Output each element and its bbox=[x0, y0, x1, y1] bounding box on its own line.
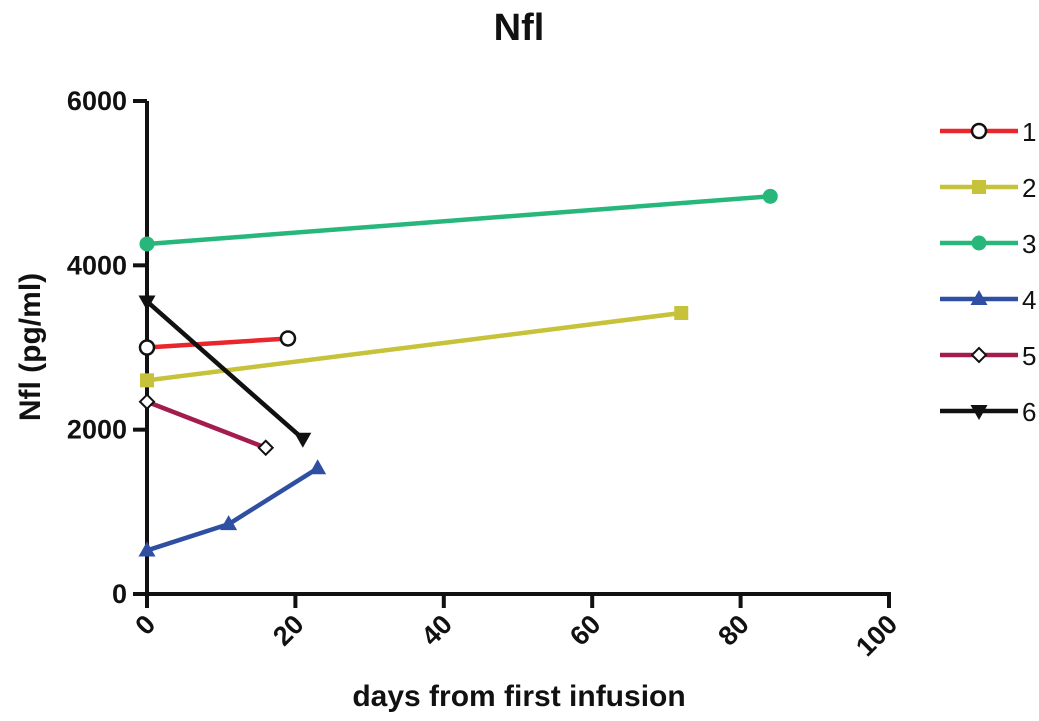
legend-item-4: 4 bbox=[940, 285, 1036, 315]
data-point-3-0 bbox=[139, 236, 155, 252]
x-tick-label: 20 bbox=[267, 609, 309, 651]
data-point-2-1 bbox=[674, 305, 689, 320]
data-point-3-1 bbox=[762, 188, 778, 204]
legend-item-3: 3 bbox=[940, 229, 1036, 259]
x-tick-label: 80 bbox=[712, 609, 754, 651]
legend-label: 2 bbox=[1022, 173, 1036, 203]
legend-marker bbox=[970, 405, 988, 420]
series-line-1 bbox=[146, 336, 289, 350]
x-tick-label: 0 bbox=[129, 609, 161, 641]
series-1 bbox=[138, 330, 297, 356]
data-point-4-0 bbox=[138, 541, 156, 557]
data-point-4-1 bbox=[220, 515, 238, 531]
data-point-6-1 bbox=[294, 432, 312, 448]
series-line-3 bbox=[146, 194, 771, 247]
data-point-5-0 bbox=[138, 393, 156, 411]
data-point-4-2 bbox=[309, 459, 327, 475]
legend-item-2: 2 bbox=[940, 173, 1036, 203]
series-4 bbox=[138, 459, 327, 557]
legend-marker bbox=[971, 235, 987, 251]
y-tick-label: 2000 bbox=[67, 415, 127, 445]
chart-title: Nfl bbox=[494, 7, 545, 49]
data-point-1-0 bbox=[138, 339, 156, 356]
legend-label: 3 bbox=[1022, 229, 1036, 259]
series-5 bbox=[138, 393, 275, 457]
data-point-1-1 bbox=[279, 330, 297, 347]
data-point-5-1 bbox=[257, 439, 275, 457]
x-tick-label: 100 bbox=[850, 609, 903, 662]
x-axis-label: days from first infusion bbox=[352, 680, 685, 713]
y-tick-label: 4000 bbox=[67, 250, 127, 280]
legend-marker bbox=[970, 346, 988, 364]
series-2 bbox=[140, 305, 689, 388]
series-6 bbox=[138, 295, 312, 448]
legend-item-1: 1 bbox=[940, 117, 1036, 147]
y-axis-label: Nfl (pg/ml) bbox=[14, 273, 47, 421]
legend-label: 4 bbox=[1022, 285, 1036, 315]
series-layer bbox=[138, 188, 778, 557]
y-tick-label: 6000 bbox=[67, 86, 127, 116]
legend-label: 5 bbox=[1022, 341, 1036, 371]
legend-marker bbox=[972, 180, 986, 194]
x-tick-label: 40 bbox=[416, 609, 458, 651]
series-line-2 bbox=[146, 310, 682, 383]
series-line-4 bbox=[146, 466, 319, 553]
series-3 bbox=[139, 188, 778, 252]
legend: 1 2 3 4 5 6 bbox=[940, 117, 1036, 427]
y-tick-label: 0 bbox=[112, 579, 127, 609]
legend-marker bbox=[970, 290, 988, 305]
series-line-6 bbox=[145, 299, 305, 441]
data-point-6-0 bbox=[138, 295, 156, 311]
data-point-2-0 bbox=[140, 373, 154, 388]
legend-label: 1 bbox=[1022, 117, 1036, 147]
legend-item-6: 6 bbox=[940, 397, 1036, 427]
legend-label: 6 bbox=[1022, 397, 1036, 427]
legend-marker bbox=[970, 122, 988, 140]
series-line-5 bbox=[146, 399, 267, 450]
legend-item-5: 5 bbox=[940, 341, 1036, 371]
x-tick-label: 60 bbox=[564, 609, 606, 651]
